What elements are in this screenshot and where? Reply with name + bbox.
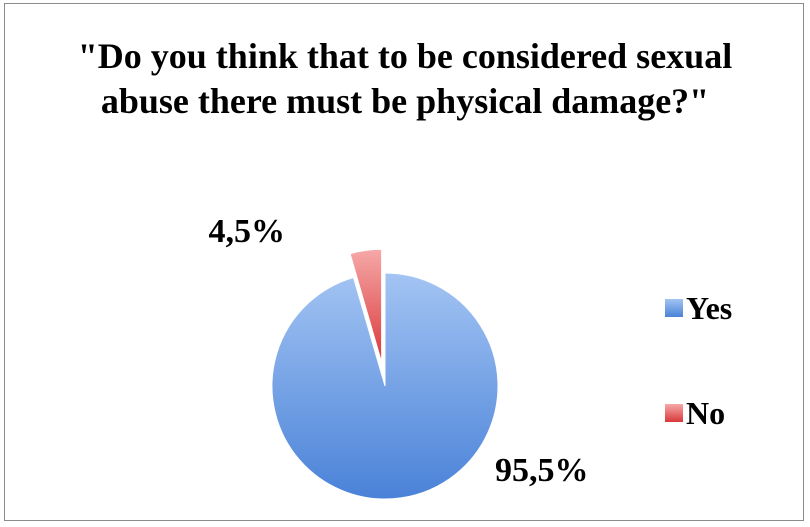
- legend: Yes No: [665, 288, 732, 498]
- legend-swatch-no: [665, 404, 683, 422]
- pie-slice-no: [349, 248, 383, 363]
- legend-label-yes: Yes: [686, 289, 733, 326]
- pie-chart: 95,5% 4,5%: [209, 213, 589, 500]
- data-label-yes: 95,5%: [495, 452, 589, 489]
- chart-frame: "Do you think that to be considered sexu…: [4, 3, 804, 521]
- legend-swatch-yes: [665, 299, 683, 317]
- legend-item-yes: Yes: [665, 288, 732, 328]
- legend-item-no: No: [665, 393, 732, 433]
- data-label-no: 4,5%: [209, 213, 286, 250]
- chart-title: "Do you think that to be considered sexu…: [77, 36, 733, 121]
- pie-slice-yes: [271, 272, 499, 500]
- legend-label-no: No: [686, 394, 726, 431]
